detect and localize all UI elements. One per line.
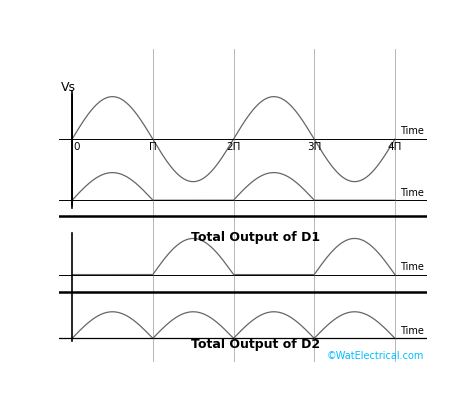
Text: Total Output of D2: Total Output of D2 xyxy=(191,337,320,350)
Text: Time: Time xyxy=(400,127,424,136)
Text: Vs: Vs xyxy=(61,81,75,94)
Text: Time: Time xyxy=(400,262,424,272)
Text: ©WatElectrical.com: ©WatElectrical.com xyxy=(327,351,424,361)
Text: 4Π: 4Π xyxy=(388,142,402,152)
Text: 2Π: 2Π xyxy=(226,142,241,152)
Text: Time: Time xyxy=(400,188,424,197)
Text: Time: Time xyxy=(400,326,424,336)
Text: Total Output of D1: Total Output of D1 xyxy=(191,231,320,244)
Text: Π: Π xyxy=(149,142,157,152)
Text: 3Π: 3Π xyxy=(307,142,321,152)
Text: 0: 0 xyxy=(73,142,80,152)
